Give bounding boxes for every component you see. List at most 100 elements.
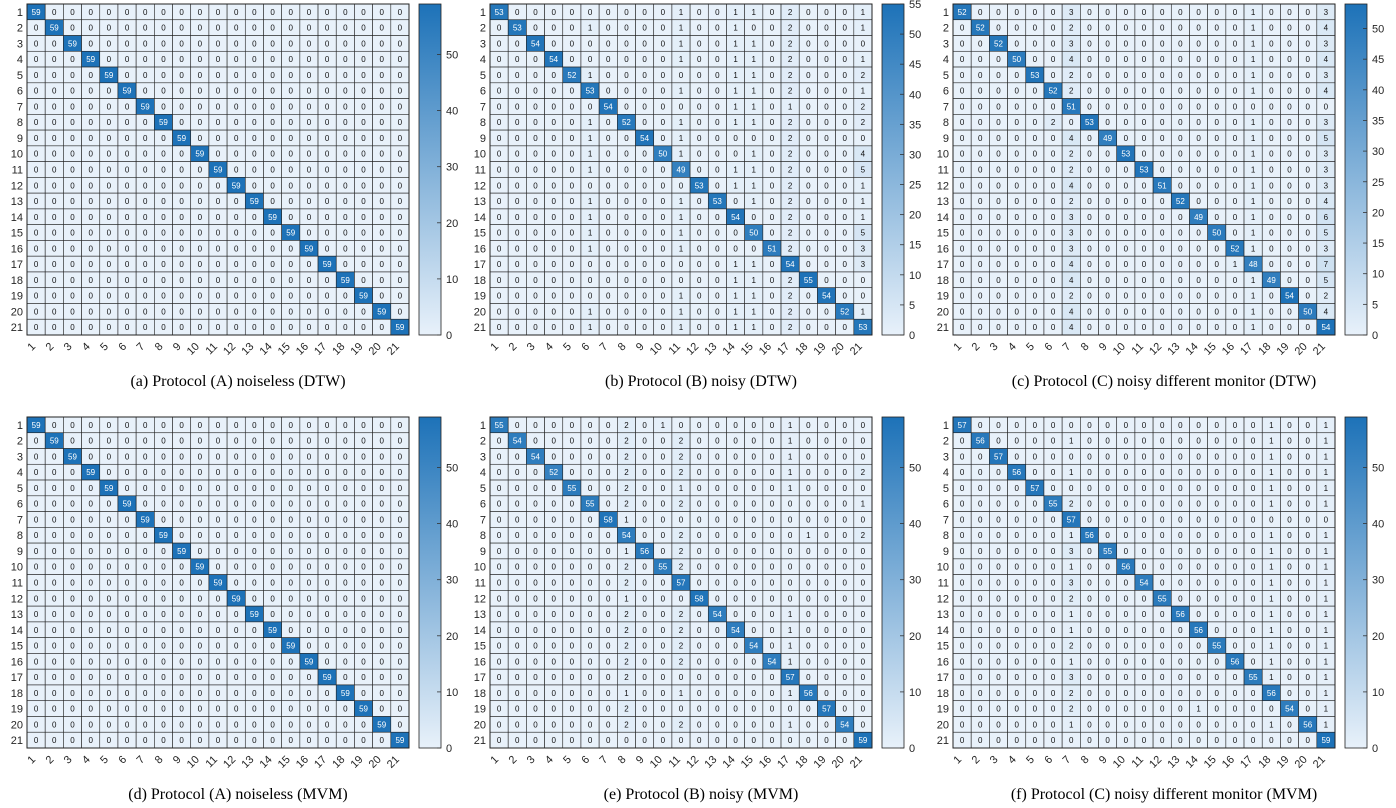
cell-value-label: 0	[325, 437, 330, 446]
cell-value-label: 0	[842, 673, 847, 682]
cell-value-label: 0	[234, 244, 239, 253]
cell-value-label: 0	[1215, 102, 1220, 111]
cell-value-label: 0	[161, 150, 166, 159]
cell-value-label: 0	[216, 134, 221, 143]
cell-value-label: 0	[361, 8, 366, 17]
cell-value-label: 0	[198, 657, 203, 666]
cell-value-label: 0	[1124, 452, 1129, 461]
cell-value-label: 54	[749, 642, 758, 651]
cell-value-label: 0	[270, 594, 275, 603]
cell-value-label: 0	[216, 71, 221, 80]
cell-value-label: 1	[861, 55, 866, 64]
cell-value-label: 3	[1324, 71, 1329, 80]
cell-value-label: 0	[107, 547, 112, 556]
cell-value-label: 0	[270, 452, 275, 461]
cell-value-label: 0	[1287, 500, 1292, 509]
cell-value-label: 0	[1142, 213, 1147, 222]
cell-value-label: 0	[1051, 484, 1056, 493]
cell-value-label: 0	[515, 657, 520, 666]
cell-value-label: 1	[733, 260, 738, 269]
cell-value-label: 0	[715, 673, 720, 682]
cell-value-label: 0	[107, 276, 112, 285]
colorbar-tick-label: 0	[909, 743, 915, 755]
cell-value-label: 0	[697, 563, 702, 572]
colorbar-tick-label: 0	[909, 330, 915, 342]
cell-value-label: 1	[733, 87, 738, 96]
cell-value-label: 0	[52, 452, 57, 461]
cell-value-label: 0	[661, 468, 666, 477]
cell-value-label: 0	[198, 579, 203, 588]
cell-value-label: 0	[125, 39, 130, 48]
cell-value-label: 0	[1142, 484, 1147, 493]
cell-value-label: 0	[107, 150, 112, 159]
cell-value-label: 0	[1142, 323, 1147, 332]
cell-value-label: 0	[179, 673, 184, 682]
cell-value-label: 0	[52, 484, 57, 493]
cell-value-label: 0	[697, 229, 702, 238]
cell-value-label: 0	[661, 292, 666, 301]
cell-value-label: 1	[733, 276, 738, 285]
cell-value-label: 0	[325, 610, 330, 619]
cell-value-label: 0	[270, 260, 275, 269]
cell-value-label: 1	[679, 244, 684, 253]
x-tick-label: 3	[62, 754, 75, 767]
cell-value-label: 0	[978, 71, 983, 80]
cell-value-label: 0	[361, 134, 366, 143]
cell-value-label: 0	[606, 531, 611, 540]
y-tick-label: 12	[11, 180, 23, 192]
cell-value-label: 0	[1178, 421, 1183, 430]
cell-value-label: 0	[343, 547, 348, 556]
cell-value-label: 0	[515, 563, 520, 572]
cell-value-label: 0	[270, 276, 275, 285]
cell-value-label: 0	[198, 705, 203, 714]
cell-value-label: 0	[861, 484, 866, 493]
cell-value-label: 0	[1178, 292, 1183, 301]
cell-value-label: 52	[840, 307, 849, 316]
cell-value-label: 0	[343, 197, 348, 206]
cell-value-label: 0	[34, 24, 39, 33]
cell-value-label: 54	[1321, 323, 1330, 332]
cell-value-label: 0	[533, 705, 538, 714]
cell-value-label: 0	[770, 71, 775, 80]
x-tick-label: 10	[648, 341, 665, 358]
cell-value-label: 0	[234, 166, 239, 175]
cell-value-label: 0	[234, 626, 239, 635]
cell-value-label: 0	[996, 102, 1001, 111]
cell-value-label: 0	[307, 515, 312, 524]
cell-value-label: 0	[715, 292, 720, 301]
cell-value-label: 0	[1305, 71, 1310, 80]
x-tick-label: 9	[1097, 341, 1110, 354]
cell-value-label: 0	[1142, 102, 1147, 111]
cell-value-label: 0	[325, 292, 330, 301]
cell-value-label: 0	[824, 421, 829, 430]
cell-value-label: 55	[567, 484, 576, 493]
cell-value-label: 0	[497, 55, 502, 64]
cell-value-label: 0	[588, 452, 593, 461]
cell-value-label: 0	[88, 181, 93, 190]
cell-value-label: 0	[88, 547, 93, 556]
cell-value-label: 2	[1324, 292, 1329, 301]
cell-value-label: 0	[842, 102, 847, 111]
y-tick-label: 19	[474, 704, 486, 716]
cell-value-label: 0	[125, 276, 130, 285]
cell-value-label: 1	[861, 87, 866, 96]
y-tick-label: 6	[480, 86, 486, 98]
cell-value-label: 2	[788, 55, 793, 64]
cell-value-label: 0	[1160, 118, 1165, 127]
x-tick-label: 12	[221, 341, 238, 358]
x-tick-label: 2	[507, 754, 520, 767]
cell-value-label: 0	[806, 484, 811, 493]
cell-value-label: 0	[88, 579, 93, 588]
colorbar-tick-label: 30	[1372, 146, 1384, 158]
cell-value-label: 0	[52, 71, 57, 80]
cell-value-label: 0	[88, 8, 93, 17]
cell-value-label: 0	[1215, 118, 1220, 127]
cell-value-label: 0	[270, 166, 275, 175]
cell-value-label: 0	[570, 421, 575, 430]
cell-value-label: 0	[1196, 150, 1201, 159]
cell-value-label: 0	[325, 484, 330, 493]
cell-value-label: 0	[398, 181, 403, 190]
y-tick-label: 6	[943, 86, 949, 98]
cell-value-label: 0	[361, 323, 366, 332]
cell-value-label: 0	[34, 563, 39, 572]
